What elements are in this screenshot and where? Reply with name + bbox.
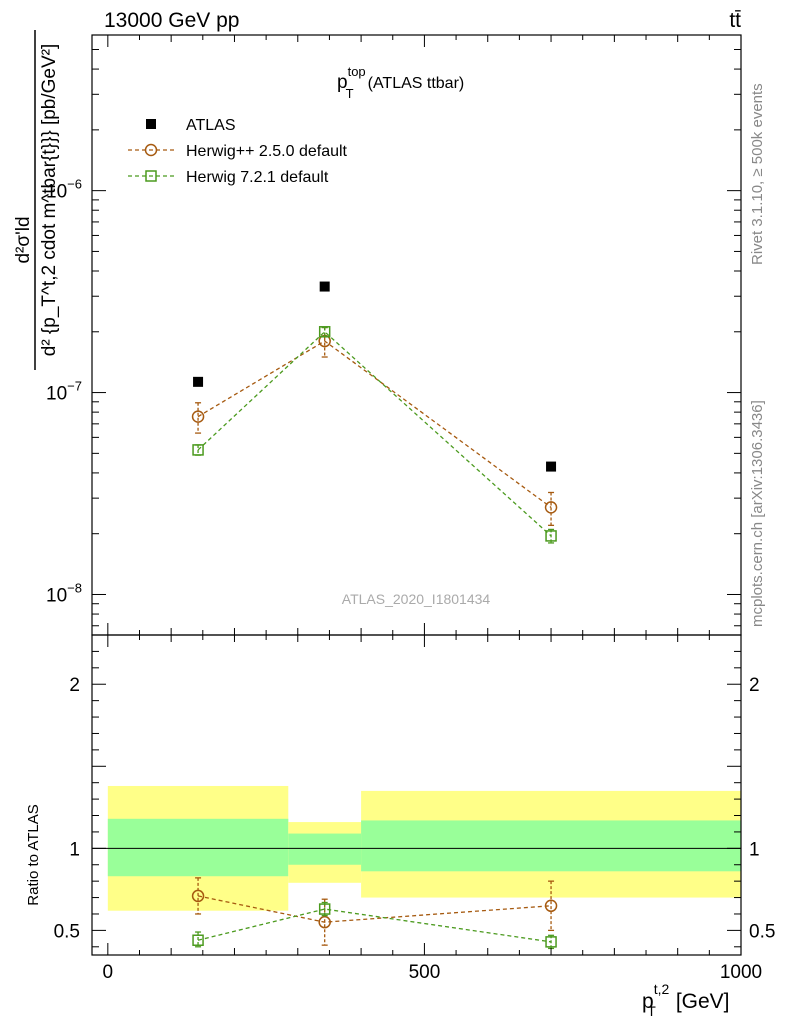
energy-label: 13000 GeV pp — [104, 9, 239, 32]
ratio-series-1-line — [197, 908, 552, 943]
ratio-band-inner-0 — [107, 818, 289, 877]
ratio-band-inner-1 — [288, 833, 362, 865]
main-title: ptop T (ATLAS ttbar) — [337, 64, 464, 101]
main-series-1-point-2 — [544, 501, 558, 514]
main-series-1-line — [197, 340, 552, 508]
ratio-series-0-point-2 — [544, 899, 558, 913]
main-y-tick-label-base-1: 10 — [46, 384, 67, 405]
ratio-xlabel-sup: t,2 — [654, 981, 670, 997]
legend: ATLAS Herwig++ 2.5.0 default Herwig 7.2.… — [128, 117, 348, 186]
x-tick-label-1: 500 — [409, 962, 441, 983]
main-y-tick-label-exp-0: −6 — [67, 177, 82, 192]
ratio-xlabel-rest: [GeV] — [676, 990, 730, 1013]
main-series-1-point-1 — [318, 334, 331, 348]
main-y-tick-label-2: 10−8 — [46, 580, 82, 606]
mcplots-label: mcplots.cern.ch [arXiv:1306.3436] — [749, 400, 766, 627]
ratio-y-tick-label-left-0: 0.5 — [54, 921, 80, 942]
main-ylabel: d²σ'ld d² {p_T^t,2 cdot m^tbar{t}}} [pb/… — [13, 30, 60, 370]
main-y-tick-label-base-0: 10 — [46, 182, 67, 203]
legend-label-herwig7: Herwig 7.2.1 default — [186, 169, 329, 186]
legend-marker-herwigpp — [144, 143, 158, 157]
ratio-plot-layer — [191, 877, 558, 950]
ratio-y-tick-label-right-2: 2 — [749, 675, 760, 696]
main-title-sup: top — [348, 64, 366, 79]
legend-marker-herwig7 — [145, 170, 157, 182]
ratio-series-1-point-1 — [318, 903, 331, 915]
rivet-label: Rivet 3.1.10, ≥ 500k events — [749, 83, 766, 265]
legend-label-herwigpp: Herwig++ 2.5.0 default — [186, 143, 348, 160]
ratio-y-tick-label-right-0: 0.5 — [749, 921, 775, 942]
ratio-series-1-point-2 — [545, 936, 557, 948]
main-y-tick-label-base-2: 10 — [46, 585, 67, 606]
main-y-tick-label-1: 10−7 — [46, 379, 82, 405]
main-series-0-point-2 — [546, 461, 557, 472]
main-series-2-point-0 — [192, 444, 204, 456]
main-series-0-point-0 — [193, 376, 204, 387]
ratio-series-1-point-0 — [192, 934, 204, 946]
main-title-main: p — [337, 72, 348, 93]
main-series-2-line — [197, 330, 552, 537]
main-y-tick-label-0: 10−6 — [46, 177, 82, 203]
ratio-y-tick-label-right-1: 1 — [749, 839, 760, 860]
ratio-xlabel-main: p — [642, 990, 654, 1013]
ratio-series-0-point-1 — [318, 915, 331, 929]
main-series-2-point-2 — [545, 530, 557, 542]
legend-label-atlas: ATLAS — [186, 117, 236, 134]
ratio-y-tick-label-left-1: 1 — [69, 839, 80, 860]
main-series-0-point-1 — [319, 281, 330, 292]
main-title-sub: T — [346, 86, 354, 101]
ratio-xlabel: pt,2 T [GeV] — [642, 981, 730, 1019]
x-tick-label-0: 0 — [103, 962, 114, 983]
ratio-series-0-point-0 — [191, 889, 205, 903]
main-series-1-point-0 — [191, 410, 205, 423]
main-series-2-point-1 — [318, 326, 331, 338]
main-ylabel-numerator: d²σ'ld — [13, 216, 34, 263]
ratio-frame — [91, 634, 742, 956]
ratio-xlabel-sub: T — [647, 1003, 656, 1019]
main-y-tick-label-exp-1: −7 — [67, 379, 82, 394]
analysis-watermark: ATLAS_2020_I1801434 — [342, 591, 491, 607]
main-ylabel-denominator: d² {p_T^t,2 cdot m^tbar{t}}} [pb/GeV²] — [39, 44, 60, 357]
ratio-ylabel: Ratio to ATLAS — [25, 804, 42, 905]
ratio-band-inner-2 — [361, 820, 741, 872]
legend-marker-atlas — [146, 119, 156, 129]
main-plot-layer — [191, 281, 558, 544]
process-label: tt̄ — [729, 9, 741, 32]
x-tick-label-2: 1000 — [720, 962, 762, 983]
main-title-rest: (ATLAS ttbar) — [368, 75, 465, 92]
ratio-y-tick-label-left-2: 2 — [69, 675, 80, 696]
main-y-tick-label-exp-2: −8 — [67, 580, 82, 595]
ratio-bands — [92, 785, 741, 911]
